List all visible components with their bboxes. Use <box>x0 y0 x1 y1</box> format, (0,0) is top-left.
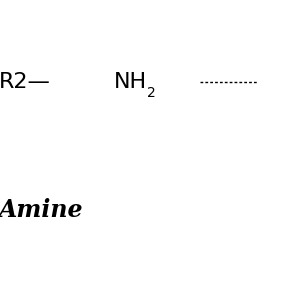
Text: R2—: R2— <box>0 72 51 92</box>
Text: NH: NH <box>114 72 147 92</box>
Text: 2: 2 <box>147 86 156 100</box>
Text: Amine: Amine <box>0 198 83 222</box>
